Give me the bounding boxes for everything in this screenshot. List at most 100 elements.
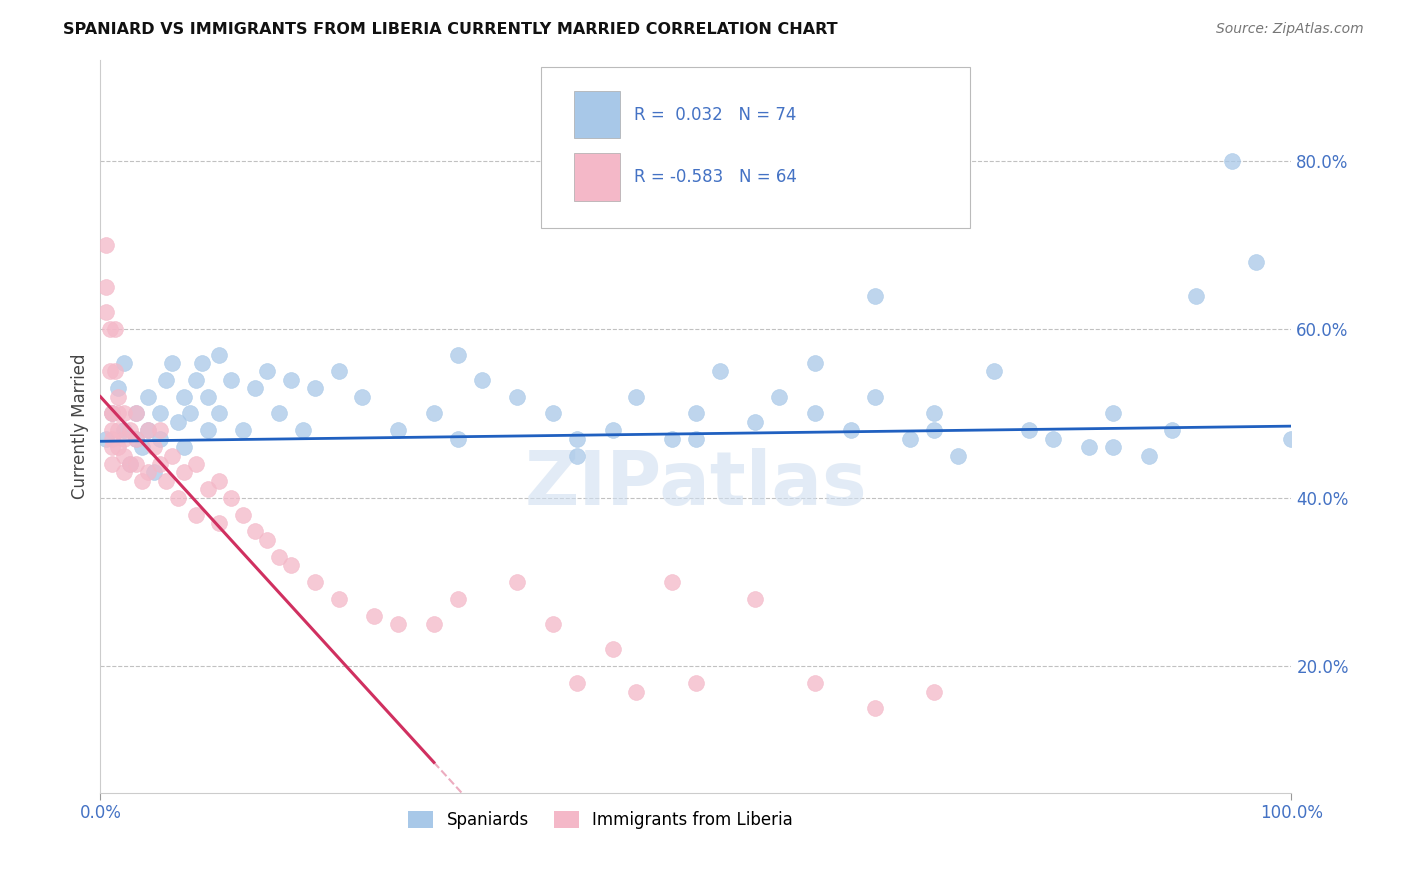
Point <box>96 305 118 319</box>
Point <box>112 449 135 463</box>
Point <box>804 407 827 421</box>
Point <box>506 574 529 589</box>
Point <box>1078 440 1101 454</box>
Point <box>685 676 707 690</box>
Point <box>101 407 124 421</box>
Point <box>423 407 446 421</box>
Point <box>1042 432 1064 446</box>
Point <box>112 356 135 370</box>
Point <box>166 415 188 429</box>
Point <box>221 373 243 387</box>
Point <box>626 390 648 404</box>
Point <box>685 432 707 446</box>
Point <box>96 238 118 252</box>
Point <box>1185 288 1208 302</box>
Point <box>863 701 886 715</box>
Point <box>173 440 195 454</box>
Point <box>208 474 231 488</box>
Point <box>136 390 159 404</box>
Point <box>267 549 290 564</box>
Point <box>208 347 231 361</box>
Point <box>304 574 326 589</box>
Point <box>839 423 862 437</box>
Point <box>267 407 290 421</box>
Text: Source: ZipAtlas.com: Source: ZipAtlas.com <box>1216 22 1364 37</box>
Point <box>179 407 201 421</box>
Point <box>197 483 219 497</box>
Point <box>221 491 243 505</box>
Point <box>98 322 121 336</box>
Point <box>280 558 302 573</box>
Point <box>447 347 470 361</box>
Point <box>1101 407 1123 421</box>
Point <box>1018 423 1040 437</box>
Point <box>112 466 135 480</box>
Point <box>131 474 153 488</box>
Point <box>744 591 766 606</box>
Point <box>602 423 624 437</box>
Point <box>232 423 254 437</box>
Point <box>661 574 683 589</box>
Point <box>101 457 124 471</box>
FancyBboxPatch shape <box>541 67 970 228</box>
Point <box>387 617 409 632</box>
Point <box>1161 423 1184 437</box>
Point <box>363 608 385 623</box>
Point <box>173 466 195 480</box>
Point <box>125 432 148 446</box>
Text: R =  0.032   N = 74: R = 0.032 N = 74 <box>634 105 796 124</box>
Point <box>136 423 159 437</box>
Point <box>541 617 564 632</box>
Point <box>112 407 135 421</box>
Point <box>470 373 492 387</box>
Point <box>160 449 183 463</box>
Point <box>166 491 188 505</box>
FancyBboxPatch shape <box>575 153 620 201</box>
Point <box>804 676 827 690</box>
Point <box>173 390 195 404</box>
Point <box>120 457 142 471</box>
Point <box>101 432 124 446</box>
Point <box>922 684 945 698</box>
Point <box>101 440 124 454</box>
Point <box>160 356 183 370</box>
Point <box>107 407 129 421</box>
Point <box>184 457 207 471</box>
Point <box>256 533 278 547</box>
Point <box>946 449 969 463</box>
Point <box>1137 449 1160 463</box>
Point <box>96 432 118 446</box>
Point <box>685 407 707 421</box>
Point <box>661 432 683 446</box>
Point <box>98 364 121 378</box>
Point <box>107 423 129 437</box>
Point <box>197 390 219 404</box>
Point <box>149 407 172 421</box>
Point <box>208 516 231 530</box>
Point <box>709 364 731 378</box>
Point <box>565 449 588 463</box>
Point <box>149 432 172 446</box>
Point <box>768 390 790 404</box>
Point <box>125 407 148 421</box>
Point <box>101 407 124 421</box>
Point <box>190 356 212 370</box>
Point <box>125 407 148 421</box>
Point <box>804 356 827 370</box>
Point <box>107 440 129 454</box>
Point <box>104 364 127 378</box>
Point <box>1281 432 1303 446</box>
Point <box>541 407 564 421</box>
Point <box>112 423 135 437</box>
Point <box>197 423 219 437</box>
Point <box>387 423 409 437</box>
Point <box>149 423 172 437</box>
Point <box>208 407 231 421</box>
Point <box>1244 255 1267 269</box>
Point <box>352 390 374 404</box>
Point <box>863 288 886 302</box>
Point <box>922 423 945 437</box>
Point <box>328 591 350 606</box>
Point <box>96 280 118 294</box>
Point <box>1220 153 1243 168</box>
